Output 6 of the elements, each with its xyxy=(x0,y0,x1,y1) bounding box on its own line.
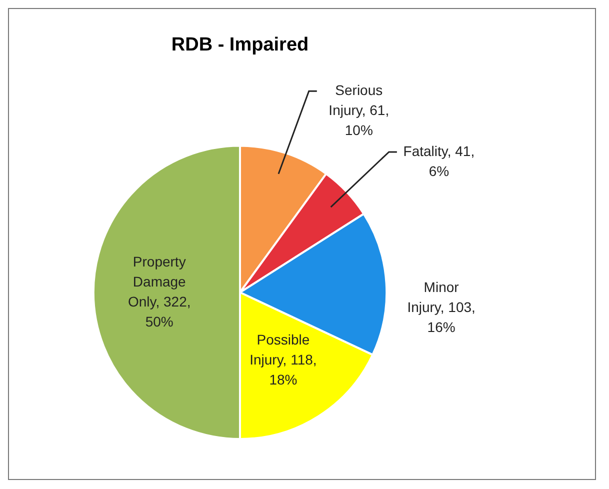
slice-label: Serious Injury, 61, 10% xyxy=(328,82,390,138)
slice-label: Possible Injury, 118, 18% xyxy=(250,331,317,388)
slice-label: Minor Injury, 103, 16% xyxy=(407,279,476,336)
slice-label: Property Damage Only, 322, 50% xyxy=(128,253,191,330)
slice-label: Fatality, 41, 6% xyxy=(403,142,475,179)
chart-title: RDB - Impaired xyxy=(171,34,309,56)
